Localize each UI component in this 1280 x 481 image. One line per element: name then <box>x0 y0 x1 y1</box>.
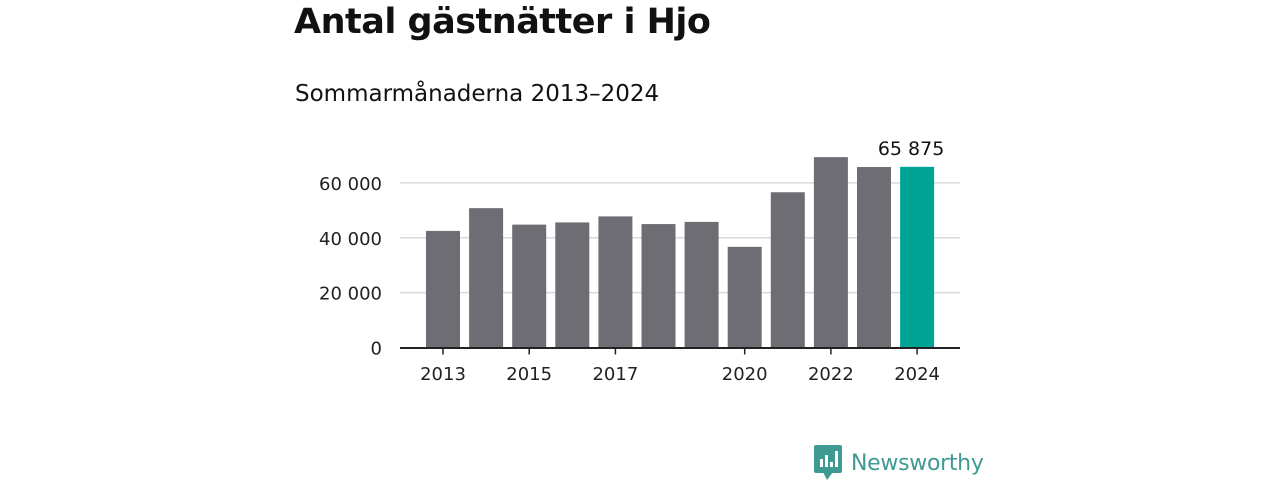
newsworthy-logo: Newsworthy <box>814 445 984 481</box>
x-tick-label: 2024 <box>894 364 940 385</box>
bar-2015 <box>512 224 547 348</box>
bar-2014 <box>469 208 504 348</box>
bar-2023 <box>857 167 891 348</box>
y-tick-label: 20 000 <box>319 284 382 305</box>
bar-2020 <box>727 246 762 348</box>
chart-subtitle: Sommarmånaderna 2013–2024 <box>295 81 660 107</box>
chart-title: Antal gästnätter i Hjo <box>294 2 711 42</box>
x-tick-label: 2020 <box>722 364 768 385</box>
bar-2019 <box>684 221 719 348</box>
bar-2024 <box>900 166 935 348</box>
bar-2017 <box>598 216 633 348</box>
x-tick-label: 2015 <box>506 364 552 385</box>
bar-2013 <box>426 230 460 348</box>
y-tick-label: 40 000 <box>319 229 382 250</box>
data-label-2024: 65 875 <box>878 138 944 160</box>
bar-2016 <box>555 222 590 348</box>
bar-2021 <box>770 192 805 348</box>
x-tick-label: 2022 <box>808 364 854 385</box>
brand-name: Newsworthy <box>851 450 984 476</box>
x-tick-label: 2017 <box>592 364 638 385</box>
bar-chart-speech-bubble-icon <box>814 445 842 480</box>
y-tick-label: 0 <box>371 339 382 360</box>
x-tick-label: 2013 <box>420 364 466 385</box>
bar-2018 <box>641 224 676 348</box>
bar-2022 <box>813 157 848 348</box>
y-tick-label: 60 000 <box>319 174 382 195</box>
